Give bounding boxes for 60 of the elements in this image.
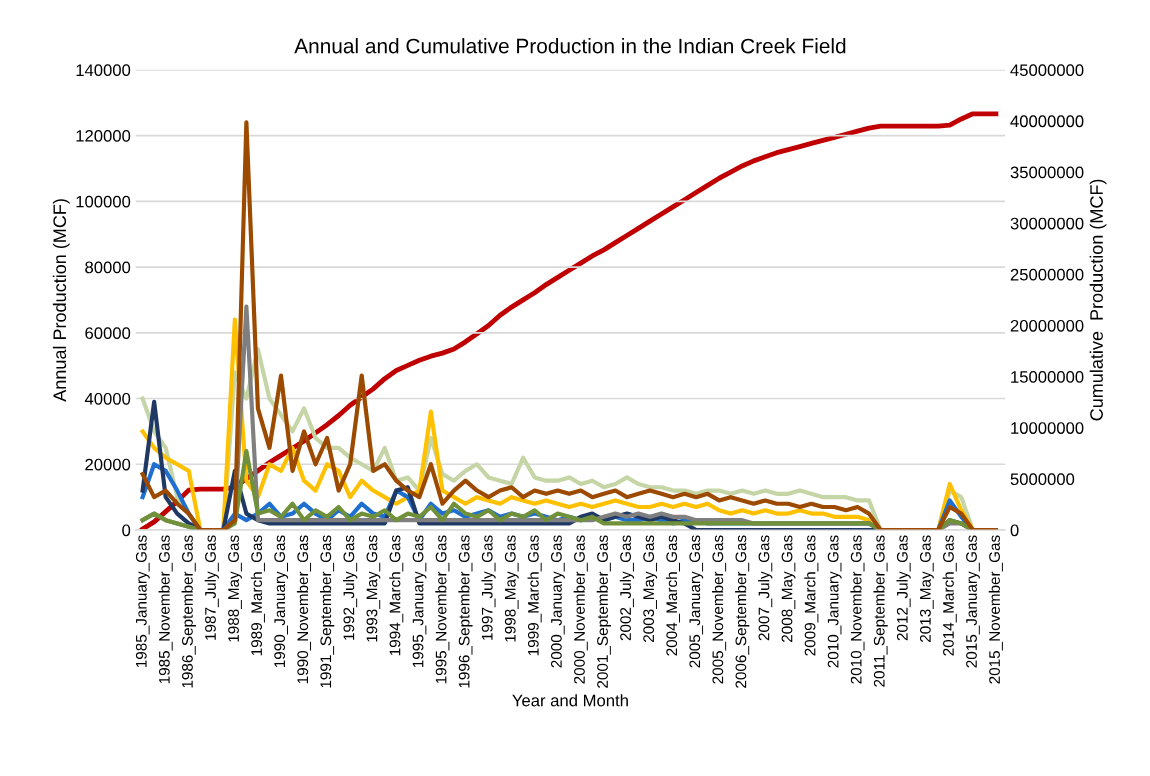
x-tick-label: 1989_March_Gas [250,535,265,656]
y-tick-label: 140000 [76,64,131,77]
x-tick-label: 1999_March_Gas [527,535,542,656]
x-tick-label: 1987_July_Gas [204,535,219,640]
x-tick-label: 2007_July_Gas [758,535,773,641]
x-tick-label: 2006_September_Gas [735,535,750,688]
x-tick-label: 1990_January_Gas [274,535,289,668]
y2-tick-label: 15000000 [1011,371,1084,383]
x-tick-label: 2015_November_Gas [988,535,1003,684]
x-tick-label: 2013_May_Gas [919,535,934,642]
x-tick-label: 1996_September_Gas [458,535,473,688]
y-tick-label: 0 [122,524,131,537]
y2-tick-label: 45000000 [1010,64,1084,77]
x-tick-label: 2014_March_Gas [942,535,957,656]
y2-tick-label: 35000000 [1010,166,1084,179]
x-tick-label: 1985_November_Gas [158,535,173,684]
y-tick-label: 120000 [76,129,131,142]
x-tick-label: 1986_September_Gas [181,535,196,688]
x-tick-label: 1988_May_Gas [228,535,242,642]
x-tick-label: 2012_July_Gas [896,535,911,641]
y2-tick-label: 25000000 [1010,268,1084,281]
y-tick-label: 20000 [85,458,131,471]
x-tick-label: 2000_January_Gas [551,535,565,668]
x-tick-label: 1997_July_Gas [481,535,496,640]
x-tick-label: 2015_January_Gas [966,535,980,668]
x-tick-label: 2010_January_Gas [827,535,842,668]
x-tick-label: 2000_November_Gas [573,535,588,684]
x-tick-label: 2002_July_Gas [619,535,635,641]
x-tick-label: 1993_May_Gas [366,535,381,642]
x-tick-label: 1985_January_Gas [135,535,150,668]
x-tick-label: 1995_January_Gas [412,535,427,668]
x-tick-label: 1995_November_Gas [435,535,450,684]
x-tick-label: 1990_November_Gas [296,535,312,684]
y2-tick-label: 0 [1010,524,1019,537]
y2-axis-title: Cumulative Production (MCF) [1089,179,1107,421]
x-tick-label: 2005_November_Gas [712,535,727,684]
x-tick-label: 1994_March_Gas [389,535,404,656]
y2-tick-label: 5000000 [1010,473,1075,486]
x-tick-label: 1998_May_Gas [504,535,519,642]
x-tick-label: 2008_May_Gas [781,535,796,642]
chart-title: Annual and Cumulative Production in the Indian Creek Field [294,38,846,54]
y-tick-label: 80000 [85,261,131,274]
y2-tick-label: 30000000 [1010,217,1084,230]
y2-tick-label: 20000000 [1010,319,1084,332]
x-tick-label: 2004_March_Gas [665,535,681,656]
x-tick-label: 2010_November_Gas [850,535,865,684]
x-tick-label: 1992_July_Gas [343,535,358,640]
x-tick-label: 2001_September_Gas [596,535,611,688]
y-tick-label: 40000 [84,392,131,405]
y2-tick-label: 40000000 [1010,115,1084,128]
y2-tick-label: 10000000 [1011,422,1084,434]
x-axis-title: Year and Month [512,694,628,707]
y-tick-label: 100000 [76,195,131,208]
x-tick-label: 2009_March_Gas [804,535,819,656]
y-axis-title: Annual Production (MCF) [52,199,70,402]
x-tick-label: 1991_September_Gas [319,535,335,688]
x-tick-label: 2011_September_Gas [873,535,888,687]
x-tick-label: 2005_January_Gas [689,535,704,668]
y-tick-label: 60000 [85,327,131,339]
x-tick-label: 2003_May_Gas [643,535,658,642]
